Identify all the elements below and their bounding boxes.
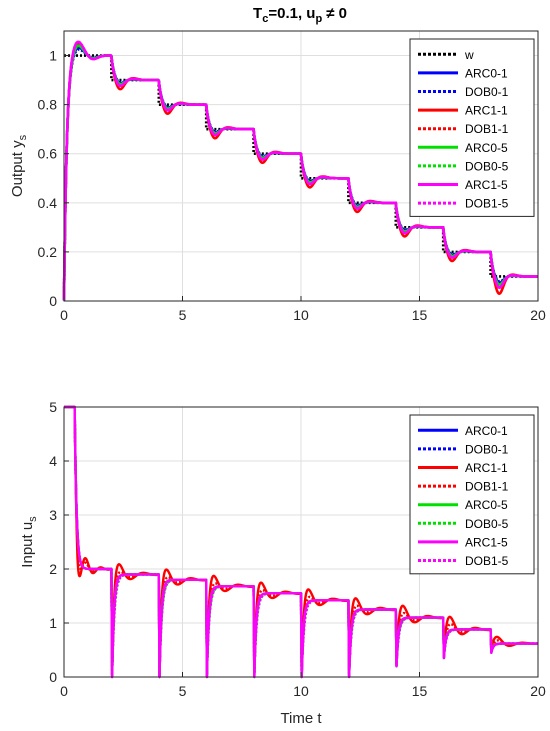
y-tick-label: 3: [49, 507, 57, 523]
legend-label: DOB1-1: [465, 480, 509, 494]
x-tick-label: 15: [412, 307, 428, 323]
series-arc1-5: [62, 40, 539, 300]
bottom-y-axis-label: Input us: [19, 516, 39, 568]
legend-label: DOB1-5: [465, 554, 509, 568]
legend-label: ARC0-1: [465, 424, 508, 438]
x-tick-label: 0: [60, 307, 68, 323]
legend-label: DOB0-5: [465, 159, 509, 173]
x-tick-label: 10: [293, 683, 309, 699]
y-tick-label: 1: [49, 48, 57, 64]
legend-label: ARC0-5: [465, 141, 508, 155]
output-chart: Tc=0.1, up ≠ 0 0 5 10 15 20 0 0.2 0.4 0.6 0.8 1 Out…: [9, 5, 546, 323]
x-tick-label: 5: [179, 683, 187, 699]
top-series: [62, 40, 539, 301]
top-chart-title: Tc=0.1, up ≠ 0: [253, 5, 347, 25]
legend-label: ARC1-5: [465, 535, 508, 549]
legend-label: ARC1-1: [465, 104, 508, 118]
legend-box: [409, 414, 535, 575]
legend-label: DOB1-1: [465, 122, 509, 136]
y-tick-label: 2: [49, 561, 57, 577]
bottom-x-axis-label: Time t: [280, 710, 322, 727]
x-tick-label: 5: [179, 307, 187, 323]
y-tick-label: 1: [49, 615, 57, 631]
y-tick-label: 4: [49, 453, 57, 469]
y-tick-label: 5: [49, 399, 57, 415]
bottom-legend: ARC0-1 DOB0-1 ARC1-1 DOB1-1 ARC0-5 DOB0-5 ARC1…: [409, 414, 535, 575]
x-tick-label: 20: [530, 307, 546, 323]
bottom-series: [63, 405, 539, 679]
y-tick-label: 0.8: [38, 97, 58, 113]
legend-label: DOB0-5: [465, 517, 509, 531]
legend-label: ARC0-1: [465, 66, 508, 80]
y-tick-label: 0: [49, 669, 57, 685]
legend-label: DOB0-1: [465, 442, 509, 456]
y-tick-label: 0.6: [38, 146, 58, 162]
x-tick-label: 0: [60, 683, 68, 699]
input-chart: 0 5 10 15 20 0 1 2 3 4 5 Input us Time t ARC0-1 DOB…: [19, 399, 546, 727]
legend-label: DOB0-1: [465, 85, 509, 99]
legend-label: DOB1-5: [465, 197, 509, 211]
legend-label: w: [464, 48, 474, 62]
x-tick-label: 20: [530, 683, 546, 699]
legend-label: ARC1-5: [465, 178, 508, 192]
y-tick-label: 0.2: [38, 244, 58, 260]
legend-label: ARC1-1: [465, 461, 508, 475]
top-y-axis-label: Output ys: [9, 134, 29, 197]
y-tick-label: 0.4: [38, 195, 58, 211]
x-tick-label: 10: [293, 307, 309, 323]
legend-label: ARC0-5: [465, 498, 508, 512]
y-tick-label: 0: [49, 293, 57, 309]
top-legend: w ARC0-1 DOB0-1 ARC1-1 DOB1-1 ARC0-5 DOB0-5 ARC…: [409, 38, 535, 217]
top-ticks: 0 5 10 15 20 0 0.2 0.4 0.6 0.8 1: [38, 48, 546, 323]
x-tick-label: 15: [412, 683, 428, 699]
bottom-ticks: 0 5 10 15 20 0 1 2 3 4 5: [49, 399, 546, 699]
series-dob1-5: [63, 405, 539, 677]
